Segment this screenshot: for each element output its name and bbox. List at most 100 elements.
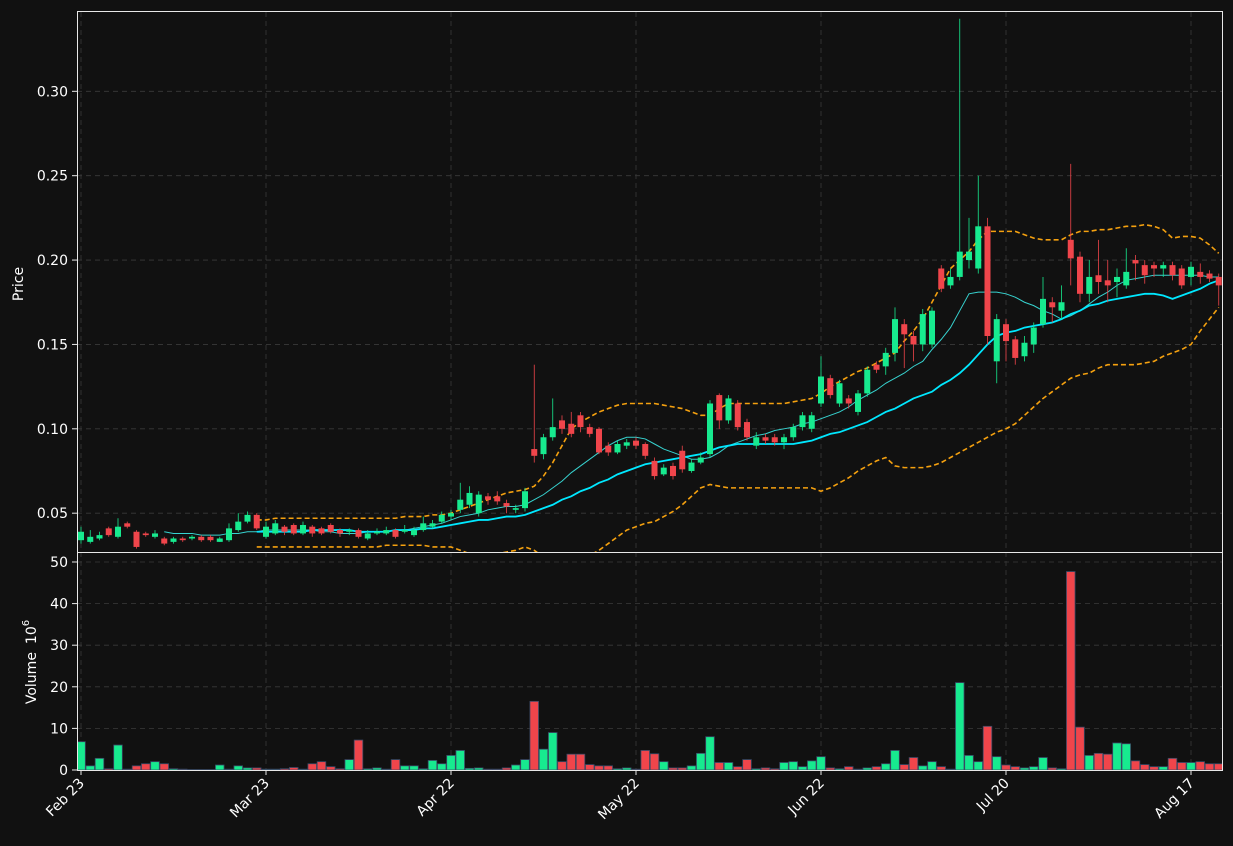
candle-body — [568, 424, 574, 434]
volume-bar — [493, 769, 502, 770]
candle-body — [420, 523, 426, 530]
volume-bar — [576, 754, 585, 770]
candle-body — [800, 415, 806, 427]
candle-body — [513, 508, 519, 510]
candle-body — [827, 378, 833, 395]
candle-body — [550, 427, 556, 437]
candle-body — [531, 449, 537, 456]
candle-body — [208, 537, 214, 540]
candle-body — [171, 539, 177, 542]
candle-body — [143, 533, 149, 535]
volume-bar — [1039, 758, 1048, 770]
volume-bar — [854, 769, 863, 770]
y-tick-label: 30 — [50, 638, 68, 654]
candle-body — [309, 527, 315, 534]
volume-bar — [632, 769, 641, 770]
candle-body — [1003, 324, 1009, 341]
volume-bar — [437, 764, 446, 770]
candle-body — [781, 437, 787, 442]
volume-bar — [1122, 744, 1131, 770]
candle-body — [929, 311, 935, 345]
volume-bar — [1113, 743, 1122, 770]
volume-bar — [622, 768, 631, 770]
candle-body — [855, 393, 861, 412]
candle-body — [652, 461, 658, 476]
volume-bar — [1150, 767, 1159, 770]
volume-bar — [770, 769, 779, 770]
y-tick-label: 0 — [59, 763, 68, 779]
candle-body — [763, 437, 769, 440]
candle-body — [679, 451, 685, 470]
candle-body — [319, 528, 325, 533]
candle-body — [124, 523, 130, 526]
volume-bar — [1020, 768, 1029, 770]
volume-bar — [1002, 765, 1011, 770]
candle-body — [272, 523, 278, 533]
candle-body — [966, 252, 972, 260]
volume-bar — [1159, 767, 1168, 770]
candle-body — [938, 269, 944, 289]
volume-bar — [826, 768, 835, 770]
candle-body — [1040, 299, 1046, 324]
volume-bar — [511, 765, 520, 770]
band-line — [257, 307, 1219, 564]
volume-bar — [844, 767, 853, 770]
candle-body — [235, 522, 241, 530]
y-tick-label: 10 — [50, 721, 68, 737]
y-tick-label: 0.20 — [37, 253, 68, 269]
candle-body — [448, 513, 454, 516]
y-tick-label: 20 — [50, 680, 68, 696]
candle-body — [467, 493, 473, 505]
volume-bar — [419, 769, 428, 770]
volume-bar — [391, 760, 400, 770]
candle-body — [383, 530, 389, 533]
volume-bar — [354, 740, 363, 770]
volume-bar — [585, 765, 594, 770]
candle-body — [1133, 260, 1139, 263]
volume-bar — [696, 753, 705, 770]
candle-body — [189, 537, 195, 539]
volume-bar — [1048, 768, 1057, 770]
volume-bar — [160, 764, 169, 770]
volume-bar — [1187, 763, 1196, 770]
candle-body — [504, 503, 510, 506]
candle-body — [494, 496, 500, 501]
candle-body — [365, 533, 371, 538]
volume-bar — [169, 769, 178, 770]
y-tick-label: 50 — [50, 555, 68, 571]
candle-body — [587, 427, 593, 434]
volume-bar — [992, 757, 1001, 770]
candle-body — [1012, 339, 1018, 358]
price-axis-label: Price — [11, 267, 27, 301]
price-frame — [78, 12, 1223, 553]
candle-body — [642, 444, 648, 456]
volume-bar — [881, 764, 890, 770]
volume-bar — [382, 769, 391, 770]
volume-bar — [613, 769, 622, 770]
candle-body — [485, 496, 491, 499]
volume-bar — [669, 768, 678, 770]
x-tick-label: Jun 22 — [785, 776, 828, 819]
volume-bar — [1085, 755, 1094, 770]
candle-body — [661, 468, 667, 475]
volume-bar — [706, 737, 715, 770]
candle-body — [790, 427, 796, 437]
volume-bar — [243, 768, 252, 770]
volume-bar — [900, 765, 909, 770]
candle-body — [291, 525, 297, 533]
candle-body — [772, 437, 778, 442]
volume-bar — [1131, 761, 1140, 770]
volume-bar — [308, 764, 317, 770]
volume-bar — [650, 754, 659, 770]
candle-body — [596, 429, 602, 453]
volume-bar — [595, 766, 604, 770]
volume-bar — [1205, 764, 1214, 770]
candle-body — [430, 523, 436, 526]
volume-label-text: Volume — [24, 652, 40, 704]
candle-body — [633, 441, 639, 446]
x-tick-label: Aug 17 — [1151, 776, 1197, 822]
x-tick-label: Mar 23 — [227, 776, 273, 822]
volume-bar — [780, 763, 789, 770]
candle-body — [948, 277, 954, 285]
